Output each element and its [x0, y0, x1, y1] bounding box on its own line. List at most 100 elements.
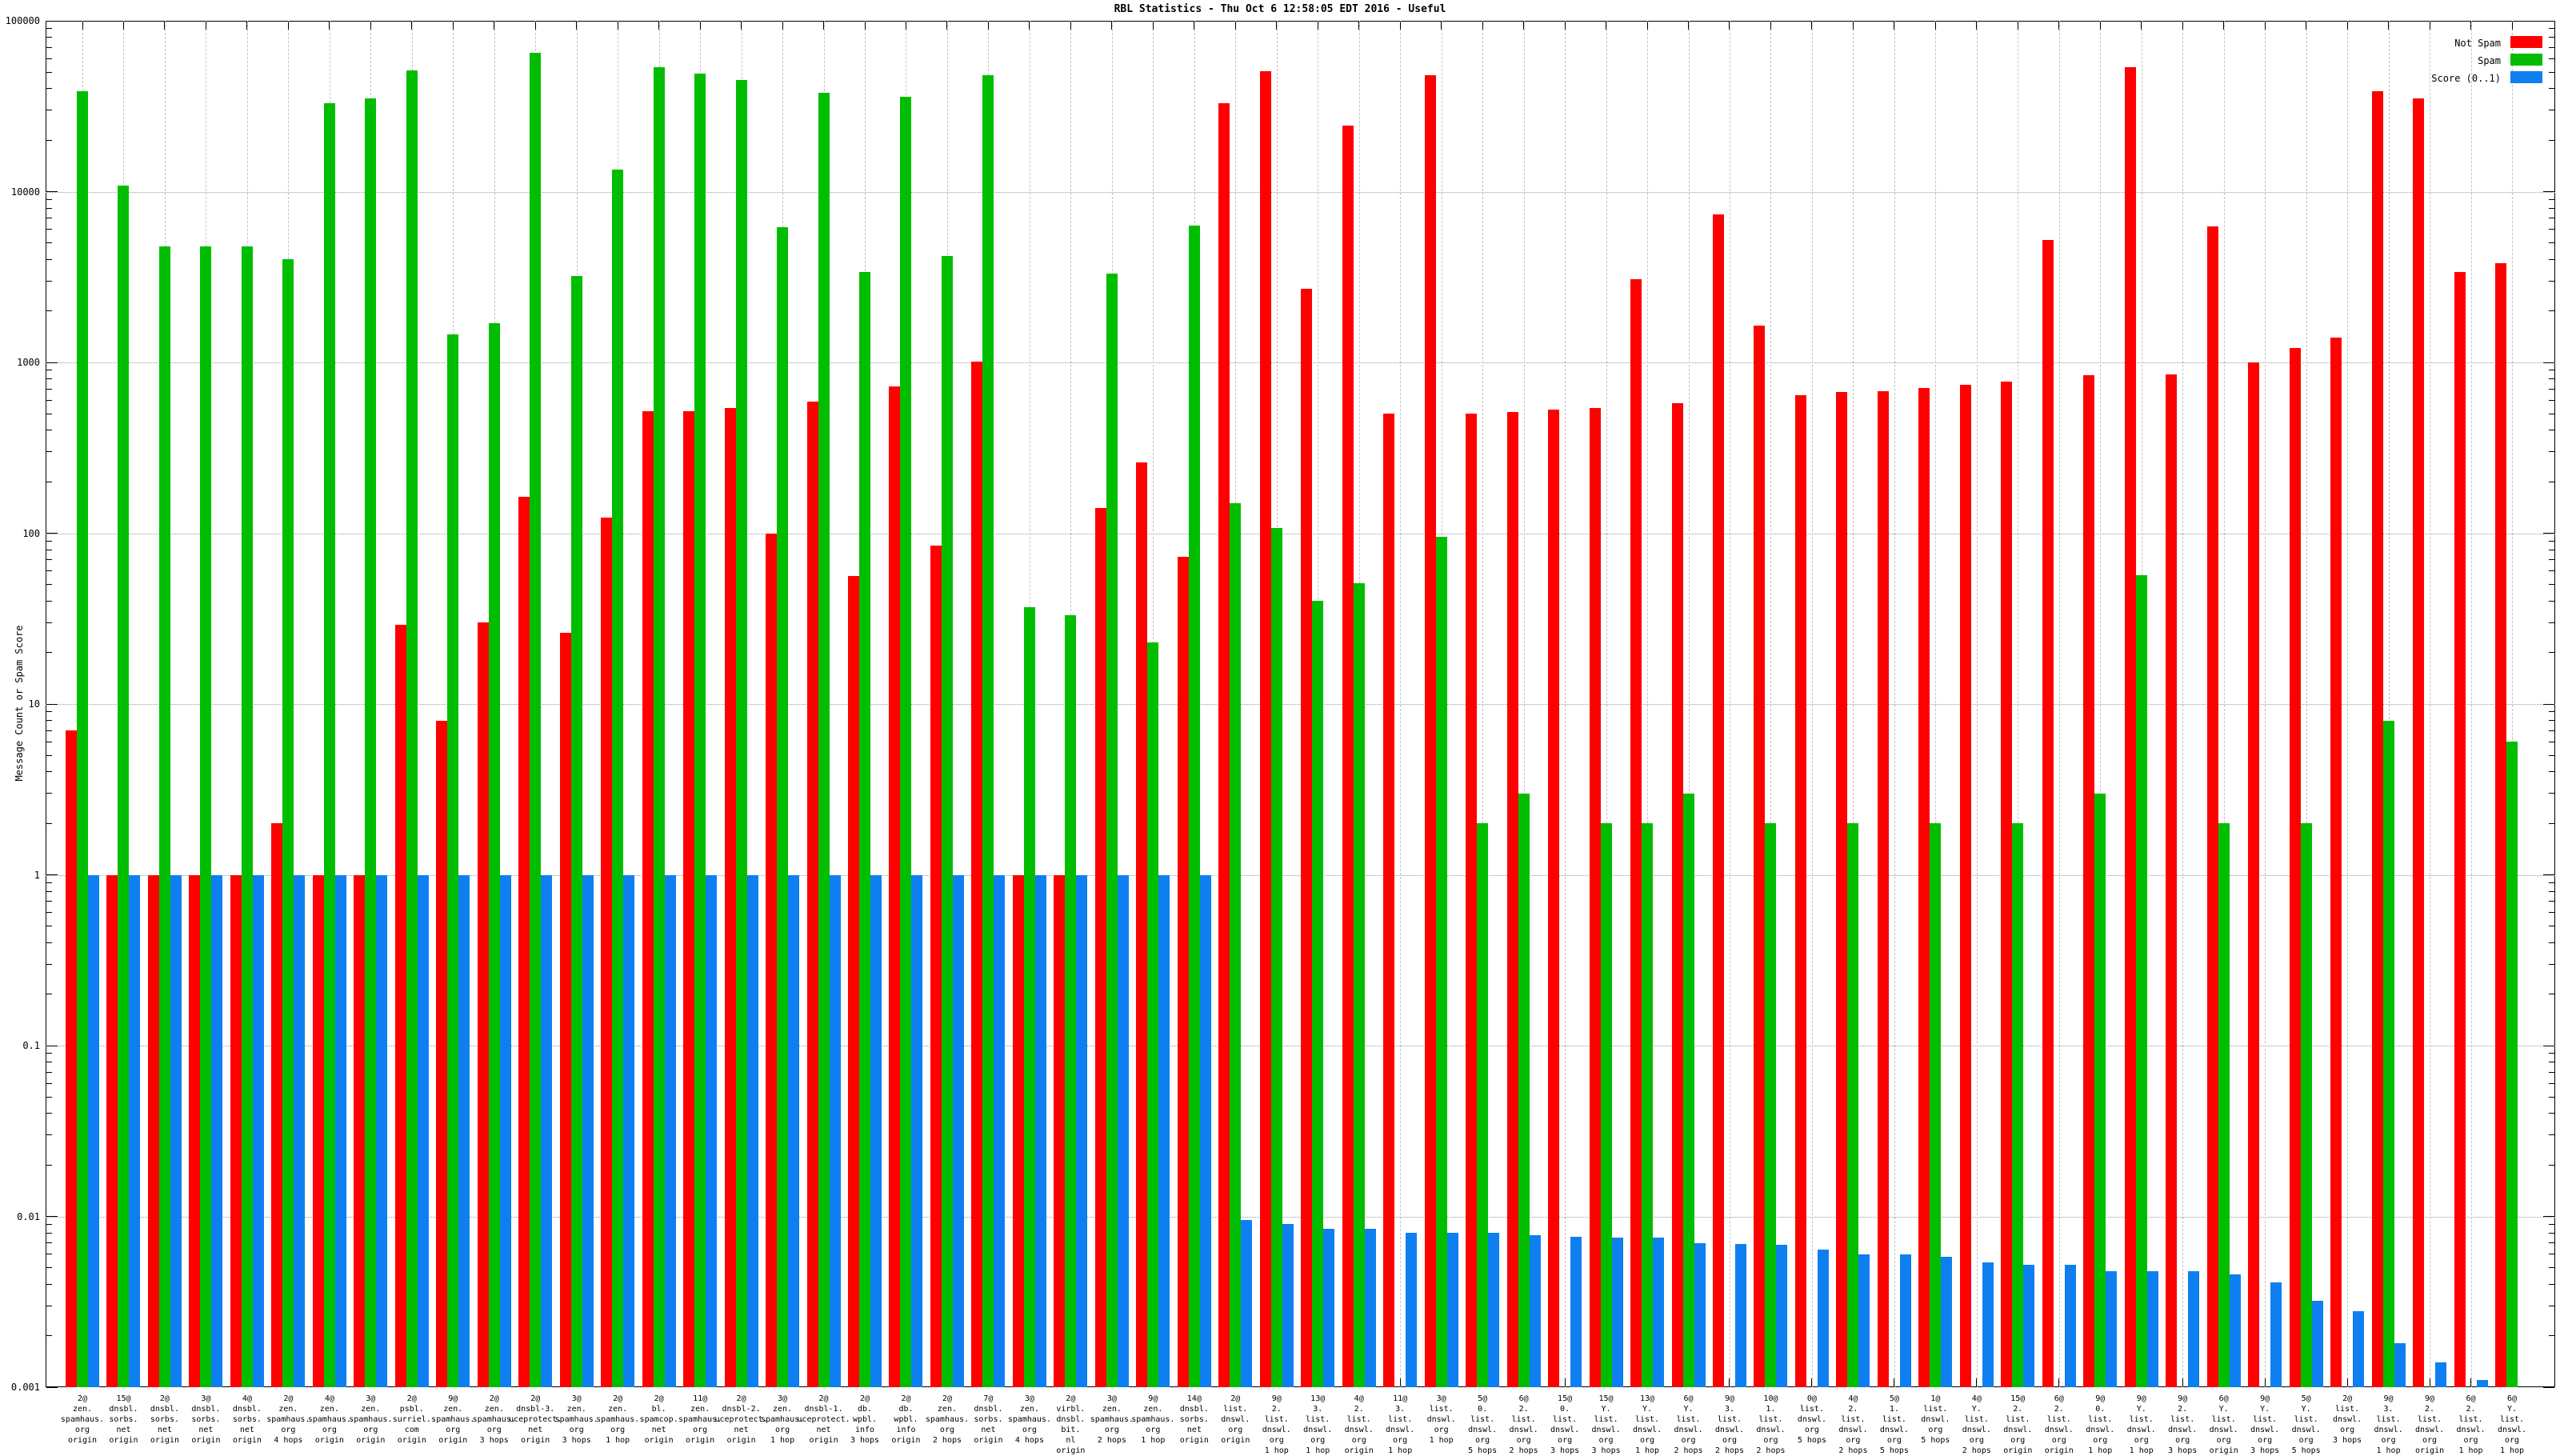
bar-spam — [777, 226, 789, 1387]
y-minor-tick-left — [46, 711, 52, 713]
x-tick-bottom — [1399, 1378, 1401, 1386]
y-minor-tick-left — [46, 207, 52, 209]
bar-score — [2229, 1274, 2241, 1387]
y-major-tick-right — [2543, 703, 2554, 705]
x-tick-top — [782, 22, 783, 30]
y-minor-tick-left — [46, 600, 52, 602]
x-gridline — [2388, 21, 2390, 1387]
bar-score — [788, 874, 800, 1387]
y-minor-tick-left — [46, 793, 52, 794]
x-gridline — [1606, 21, 1607, 1387]
bar-score — [1776, 1245, 1788, 1387]
y-minor-tick-right — [2549, 1082, 2554, 1084]
bar-score — [2394, 1343, 2406, 1387]
x-tick-bottom — [1729, 1378, 1730, 1386]
x-tick-bottom — [1564, 1378, 1566, 1386]
y-minor-tick-right — [2549, 711, 2554, 713]
bar-not-spam — [1094, 508, 1106, 1387]
y-minor-tick-right — [2549, 451, 2554, 453]
bar-spam — [2012, 823, 2024, 1387]
x-tick-top — [2141, 22, 2142, 30]
x-tick-top — [741, 22, 742, 30]
x-tick-top — [2511, 22, 2513, 30]
x-tick-top — [1688, 22, 1689, 30]
y-minor-tick-left — [46, 584, 52, 586]
x-gridline — [1935, 21, 1937, 1387]
bar-spam — [1518, 793, 1530, 1387]
y-minor-tick-right — [2549, 1242, 2554, 1244]
x-tick-top — [2388, 22, 2390, 30]
y-major-tick-left — [46, 874, 58, 875]
bar-not-spam — [848, 576, 860, 1387]
bar-spam — [982, 75, 994, 1387]
x-tick-top — [1646, 22, 1648, 30]
y-minor-tick-left — [46, 1071, 52, 1073]
y-minor-tick-right — [2549, 771, 2554, 773]
y-minor-tick-left — [46, 399, 52, 401]
bar-score — [1446, 1233, 1458, 1387]
y-major-tick-right — [2543, 362, 2554, 363]
bar-not-spam — [2454, 272, 2466, 1387]
y-tick-label: 1000 — [17, 357, 40, 368]
x-gridline — [1688, 21, 1690, 1387]
y-minor-tick-right — [2549, 58, 2554, 59]
bar-not-spam — [2371, 91, 2383, 1387]
bar-score — [1406, 1233, 1418, 1387]
bar-spam — [1023, 606, 1035, 1387]
y-minor-tick-right — [2549, 229, 2554, 230]
y-minor-tick-left — [46, 139, 52, 141]
y-minor-tick-left — [46, 451, 52, 453]
bar-score — [706, 874, 718, 1387]
x-category-label: 6@ Y. list. dnswl. org 1 hop — [2497, 1394, 2527, 1455]
x-tick-bottom — [2470, 1378, 2472, 1386]
x-tick-top — [370, 22, 371, 30]
y-tick-label: 100000 — [5, 15, 40, 26]
y-minor-tick-left — [46, 310, 52, 312]
x-tick-top — [329, 22, 330, 30]
bar-spam — [282, 259, 294, 1387]
y-major-tick-right — [2543, 533, 2554, 534]
x-tick-top — [1399, 22, 1401, 30]
y-minor-tick-right — [2549, 1134, 2554, 1136]
legend-swatch — [2510, 54, 2542, 66]
y-minor-tick-right — [2549, 242, 2554, 244]
bar-spam — [1188, 226, 1200, 1387]
x-tick-top — [987, 22, 989, 30]
y-minor-tick-right — [2549, 198, 2554, 200]
bar-spam — [859, 271, 871, 1387]
y-minor-tick-right — [2549, 310, 2554, 312]
y-gridline — [46, 874, 2555, 876]
x-gridline — [2470, 21, 2472, 1387]
bar-score — [129, 874, 141, 1387]
bar-spam — [2382, 720, 2394, 1387]
x-tick-top — [122, 22, 124, 30]
x-tick-top — [1070, 22, 1071, 30]
y-minor-tick-right — [2549, 280, 2554, 282]
y-tick-label: 0.01 — [17, 1210, 40, 1222]
bar-score — [2188, 1270, 2200, 1387]
y-minor-tick-left — [46, 901, 52, 902]
y-minor-tick-right — [2549, 559, 2554, 561]
y-major-tick-left — [46, 362, 58, 363]
bar-not-spam — [1259, 70, 1271, 1387]
bar-spam — [1065, 615, 1077, 1387]
x-gridline — [1482, 21, 1484, 1387]
y-minor-tick-left — [46, 771, 52, 773]
bar-spam — [2135, 574, 2147, 1387]
y-minor-tick-left — [46, 198, 52, 200]
y-minor-tick-right — [2549, 720, 2554, 722]
bar-score — [1653, 1238, 1665, 1387]
y-minor-tick-left — [46, 882, 52, 883]
x-gridline — [1811, 21, 1813, 1387]
bar-not-spam — [66, 730, 77, 1387]
y-minor-tick-left — [46, 720, 52, 722]
x-gridline — [1770, 21, 1772, 1387]
bar-not-spam — [394, 625, 406, 1387]
y-minor-tick-right — [2549, 139, 2554, 141]
bar-spam — [1312, 601, 1324, 1387]
x-tick-top — [246, 22, 248, 30]
y-major-tick-right — [2543, 1216, 2554, 1217]
y-tick-label: 100 — [22, 527, 40, 539]
bar-spam — [570, 276, 582, 1387]
bar-score — [746, 874, 758, 1387]
